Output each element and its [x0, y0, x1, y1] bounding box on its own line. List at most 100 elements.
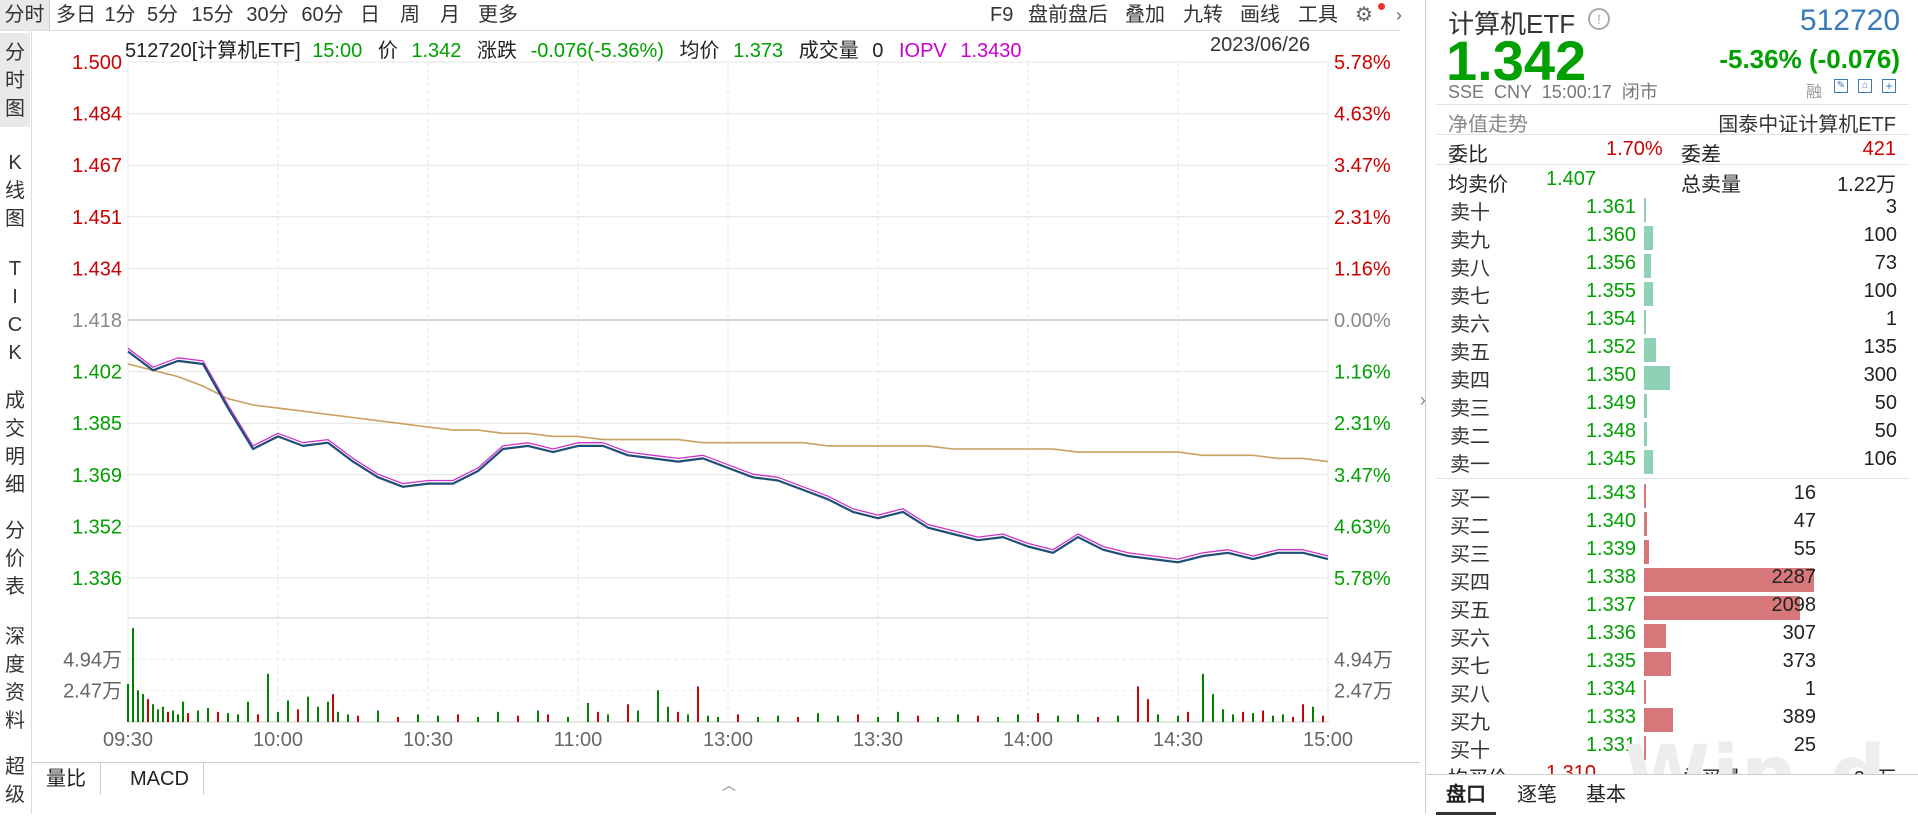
tools-button[interactable]: 工具: [1298, 4, 1338, 26]
ask-volume: 50: [1874, 392, 1897, 414]
header-price: 1.342: [411, 40, 462, 62]
rail-price-table[interactable]: 分 价 表: [5, 520, 25, 598]
market-meta: SSE CNY 15:00:17 闭市: [1448, 82, 1658, 102]
rail-super[interactable]: 超 级: [5, 756, 25, 806]
rail-kline-chart[interactable]: K 线 图: [5, 152, 25, 230]
bid-level-label: 买七: [1450, 656, 1490, 678]
rail-trade-detail[interactable]: 成 交 明 细: [5, 390, 25, 496]
bid-row[interactable]: 买五 1.337 2098: [1426, 594, 1918, 622]
tab-day[interactable]: 日: [360, 4, 380, 26]
tab-15min[interactable]: 15分: [191, 4, 234, 26]
draw-button[interactable]: 画线: [1240, 4, 1280, 26]
intraday-chart[interactable]: 1.500 5.78% 1.484 4.63% 1.467 3.47% 1.451 2.31%…: [0, 0, 1420, 760]
tab-basic[interactable]: 基本: [1586, 784, 1626, 806]
rail-tick[interactable]: T I C K: [7, 258, 23, 364]
nine-turn-button[interactable]: 九转: [1183, 4, 1223, 26]
order-diff-value: 421: [1862, 138, 1896, 160]
y-tick-label-right: 0.00%: [1334, 310, 1391, 332]
quote-side-panel: 计算机ETF ! 512720 1.342 -5.36% (-0.076) SS…: [1425, 0, 1918, 820]
header-avg-label: 均价: [679, 40, 720, 62]
tab-more[interactable]: 更多: [478, 4, 518, 26]
add-watchlist-icon[interactable]: +: [1882, 79, 1896, 93]
ask-row[interactable]: 卖二 1.348 50: [1426, 420, 1918, 448]
bid-volume-bar: [1644, 736, 1646, 760]
bid-row[interactable]: 买八 1.334 1: [1426, 678, 1918, 706]
tab-intraday[interactable]: 分时: [0, 0, 50, 30]
ask-row[interactable]: 卖四 1.350 300: [1426, 364, 1918, 392]
y-tick-label-right: 4.63%: [1334, 104, 1391, 126]
bid-volume-bar: [1644, 624, 1667, 648]
edit-icon[interactable]: ✎: [1834, 79, 1848, 93]
expand-chevron-icon[interactable]: ︿: [722, 777, 736, 793]
overlay-button[interactable]: 叠加: [1125, 4, 1165, 26]
ask-level-label: 卖十: [1450, 202, 1490, 224]
chevron-right-icon[interactable]: ›: [1396, 5, 1402, 25]
rail-deep-data[interactable]: 深 度 资 料: [5, 626, 25, 732]
bid-row[interactable]: 买六 1.336 307: [1426, 622, 1918, 650]
tab-month[interactable]: 月: [440, 4, 460, 26]
fund-name: 国泰中证计算机ETF: [1718, 114, 1896, 136]
order-ratio-value: 1.70%: [1606, 138, 1663, 160]
ask-price: 1.360: [1585, 224, 1636, 246]
tab-tick-by-tick[interactable]: 逐笔: [1517, 784, 1557, 806]
bid-volume-bar: [1644, 484, 1646, 508]
bid-volume-bar: [1644, 596, 1801, 620]
bid-volume: 373: [1782, 650, 1816, 672]
notification-dot: [1378, 3, 1385, 10]
left-view-rail: 分 时 图 K 线 图 T I C K 成 交 明 细 分 价 表 深 度 资 …: [0, 31, 32, 814]
bid-price: 1.339: [1585, 538, 1636, 560]
cart-icon[interactable]: ⌂: [1858, 79, 1872, 93]
ask-row[interactable]: 卖九 1.360 100: [1426, 224, 1918, 252]
ask-row[interactable]: 卖六 1.354 1: [1426, 308, 1918, 336]
ask-row[interactable]: 卖十 1.361 3: [1426, 196, 1918, 224]
bid-row[interactable]: 买一 1.343 16: [1426, 482, 1918, 510]
f9-button[interactable]: F9: [990, 4, 1014, 26]
security-code: 512720: [1799, 4, 1900, 37]
ask-level-label: 卖九: [1450, 230, 1490, 252]
order-diff-label: 委差: [1681, 144, 1721, 166]
ask-row[interactable]: 卖七 1.355 100: [1426, 280, 1918, 308]
bid-price: 1.331: [1585, 734, 1636, 756]
bid-row[interactable]: 买七 1.335 373: [1426, 650, 1918, 678]
bid-volume: 47: [1793, 510, 1816, 532]
ask-row[interactable]: 卖三 1.349 50: [1426, 392, 1918, 420]
tab-60min[interactable]: 60分: [301, 4, 344, 26]
tab-1min[interactable]: 1分: [104, 4, 136, 26]
bid-volume-bar: [1644, 652, 1672, 676]
ask-volume-bar: [1644, 422, 1648, 446]
y-tick-label-left: 1.500: [72, 52, 122, 74]
ask-level-label: 卖六: [1450, 314, 1490, 336]
y-tick-label-right: 3.47%: [1334, 465, 1391, 487]
bid-row[interactable]: 买四 1.338 2287: [1426, 566, 1918, 594]
bid-row[interactable]: 买二 1.340 47: [1426, 510, 1918, 538]
ask-row[interactable]: 卖一 1.345 106: [1426, 448, 1918, 476]
tab-30min[interactable]: 30分: [246, 4, 289, 26]
ask-row[interactable]: 卖八 1.356 73: [1426, 252, 1918, 280]
ask-level-label: 卖二: [1450, 426, 1490, 448]
ask-volume: 1: [1885, 308, 1897, 330]
ask-row[interactable]: 卖五 1.352 135: [1426, 336, 1918, 364]
info-icon[interactable]: !: [1588, 8, 1610, 30]
bid-level-label: 买一: [1450, 488, 1490, 510]
bid-level-label: 买三: [1450, 544, 1490, 566]
volume-tick-right: 4.94万: [1334, 649, 1393, 671]
nav-trend-link[interactable]: 净值走势: [1448, 114, 1528, 136]
bid-row[interactable]: 买十 1.331 25: [1426, 734, 1918, 762]
tab-volume-ratio[interactable]: 量比: [32, 763, 101, 795]
rail-intraday-chart[interactable]: 分 时 图: [0, 33, 30, 127]
y-tick-label-right: 1.16%: [1334, 258, 1391, 280]
bid-row[interactable]: 买九 1.333 389: [1426, 706, 1918, 734]
settings-gear-icon[interactable]: ⚙: [1355, 4, 1373, 26]
tab-order-book[interactable]: 盘口: [1436, 775, 1496, 815]
pre-post-market-button[interactable]: 盘前盘后: [1028, 4, 1108, 26]
bid-price: 1.335: [1585, 650, 1636, 672]
tab-macd[interactable]: MACD: [116, 763, 204, 795]
y-tick-label-left: 1.484: [72, 104, 122, 126]
tab-week[interactable]: 周: [400, 4, 420, 26]
tab-5min[interactable]: 5分: [146, 4, 179, 26]
header-avg: 1.373: [733, 40, 784, 62]
tab-multi-day[interactable]: 多日: [56, 4, 96, 26]
ask-volume: 135: [1863, 336, 1897, 358]
bid-row[interactable]: 买三 1.339 55: [1426, 538, 1918, 566]
total-ask-value: 1.22万: [1837, 174, 1896, 196]
